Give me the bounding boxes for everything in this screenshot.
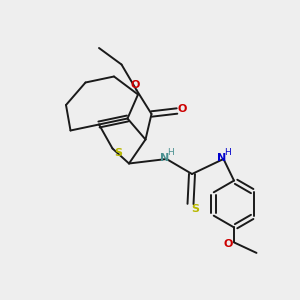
Text: N: N [218, 153, 226, 163]
Text: O: O [224, 239, 233, 249]
Text: H: H [167, 148, 173, 157]
Text: S: S [191, 204, 199, 214]
Text: H: H [224, 148, 230, 157]
Text: O: O [130, 80, 140, 91]
Text: O: O [178, 104, 187, 115]
Text: N: N [160, 153, 169, 163]
Text: S: S [114, 148, 122, 158]
